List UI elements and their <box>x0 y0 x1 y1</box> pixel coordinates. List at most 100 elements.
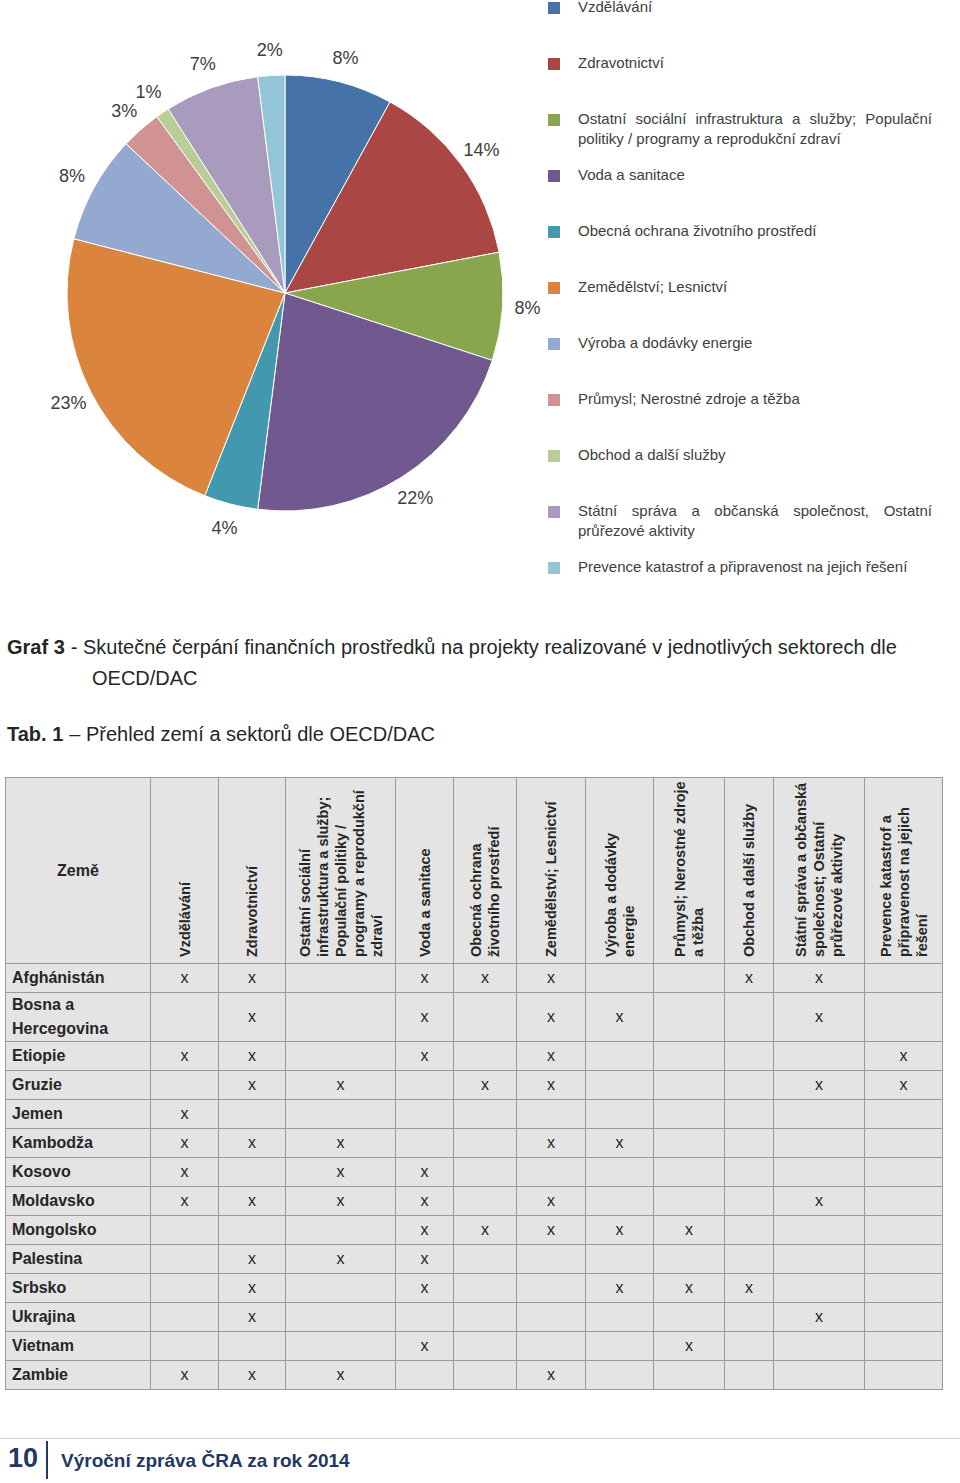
sector-cell <box>865 1187 943 1216</box>
sector-cell <box>454 1245 517 1274</box>
sector-cell <box>654 1042 725 1071</box>
header-text: Výroba a dodávky energie <box>602 778 638 960</box>
legend-label: Voda a sanitace <box>578 165 932 185</box>
sector-cell: x <box>517 1216 586 1245</box>
country-cell: Kosovo <box>6 1158 151 1187</box>
sector-cell <box>774 1332 865 1361</box>
sector-cell <box>725 1245 774 1274</box>
sector-cell: x <box>586 1274 654 1303</box>
legend-label: Průmysl; Nerostné zdroje a těžba <box>578 389 932 409</box>
pie-slice <box>258 75 285 293</box>
country-cell: Afghánistán <box>6 964 151 993</box>
sector-cell <box>725 1216 774 1245</box>
header-cell: Obecná ochrana životního prostředí <box>454 778 517 964</box>
header-row: ZeměVzděláváníZdravotnictvíOstatní sociá… <box>6 778 943 964</box>
sector-cell: x <box>286 1187 396 1216</box>
sector-cell <box>454 993 517 1042</box>
footer-rule <box>0 1438 960 1439</box>
sector-cell <box>286 1042 396 1071</box>
sector-cell: x <box>725 1274 774 1303</box>
sector-cell: x <box>774 1303 865 1332</box>
sector-cell: x <box>219 964 286 993</box>
sector-cell <box>151 1332 219 1361</box>
sector-cell <box>725 1100 774 1129</box>
sector-cell <box>151 993 219 1042</box>
sector-cell: x <box>654 1332 725 1361</box>
data-label: 2% <box>257 40 283 60</box>
sector-cell <box>396 1071 454 1100</box>
sector-cell <box>586 1042 654 1071</box>
sector-cell: x <box>517 1187 586 1216</box>
header-cell: Ostatní sociální infrastruktura a služby… <box>286 778 396 964</box>
sector-cell: x <box>865 1071 943 1100</box>
sector-cell <box>725 993 774 1042</box>
legend-label: Ostatní sociální infrastruktura a služby… <box>578 109 932 149</box>
sector-cell: x <box>219 1245 286 1274</box>
sector-cell <box>586 1303 654 1332</box>
sector-cell <box>774 1158 865 1187</box>
sector-cell: x <box>396 1187 454 1216</box>
sector-cell: x <box>151 1100 219 1129</box>
sector-cell: x <box>396 1158 454 1187</box>
sector-cell: x <box>654 1274 725 1303</box>
data-label: 22% <box>397 488 433 508</box>
sector-cell <box>774 1361 865 1390</box>
sector-cell <box>517 1332 586 1361</box>
header-cell: Země <box>6 778 151 964</box>
sector-cell <box>396 1361 454 1390</box>
header-text: Voda a sanitace <box>416 778 434 960</box>
sector-cell: x <box>517 1361 586 1390</box>
legend-label: Obchod a další služby <box>578 445 932 465</box>
sector-cell <box>654 1129 725 1158</box>
sector-cell <box>517 1158 586 1187</box>
sector-cell <box>219 1158 286 1187</box>
sector-cell <box>654 1071 725 1100</box>
sector-cell: x <box>396 993 454 1042</box>
sector-cell: x <box>586 1129 654 1158</box>
sector-cell <box>219 1100 286 1129</box>
legend-label: Prevence katastrof a připravenost na jej… <box>578 557 932 577</box>
header-text: Zemědělství; Lesnictví <box>542 778 560 960</box>
data-label: 3% <box>111 101 137 121</box>
table-row: Ukrajinaxx <box>6 1303 943 1332</box>
sector-cell: x <box>517 1129 586 1158</box>
legend-swatch <box>548 114 560 126</box>
sector-cell <box>725 1187 774 1216</box>
sector-cell <box>725 1361 774 1390</box>
pie-chart: 8%14%8%22%4%23%8%3%1%7%2% <box>0 0 545 600</box>
sector-cell <box>151 1071 219 1100</box>
country-cell: Vietnam <box>6 1332 151 1361</box>
sector-cell <box>151 1245 219 1274</box>
sector-cell <box>586 1071 654 1100</box>
sector-cell <box>774 1245 865 1274</box>
legend-label: Zdravotnictví <box>578 53 932 73</box>
legend: VzděláváníZdravotnictvíOstatní sociální … <box>0 0 960 600</box>
sector-cell: x <box>517 993 586 1042</box>
table-body: AfghánistánxxxxxxxBosna a Hercegovinaxxx… <box>6 964 943 1390</box>
sector-cell <box>286 1303 396 1332</box>
country-cell: Jemen <box>6 1100 151 1129</box>
table-caption: Tab. 1– Přehled zemí a sektorů dle OECD/… <box>7 719 957 750</box>
legend-swatch <box>548 226 560 238</box>
caption-label: Graf 3 <box>7 636 65 658</box>
sector-cell <box>219 1332 286 1361</box>
sector-cell: x <box>725 964 774 993</box>
sector-cell: x <box>865 1042 943 1071</box>
data-label: 7% <box>190 54 216 74</box>
data-label: 23% <box>50 393 86 413</box>
sector-cell <box>865 1303 943 1332</box>
table-row: Srbskoxxxxx <box>6 1274 943 1303</box>
country-cell: Zambie <box>6 1361 151 1390</box>
sector-cell <box>286 1216 396 1245</box>
sector-cell: x <box>219 1187 286 1216</box>
sector-cell <box>517 1274 586 1303</box>
sector-cell <box>517 1303 586 1332</box>
sector-cell <box>725 1042 774 1071</box>
table-row: Kambodžaxxxxx <box>6 1129 943 1158</box>
sector-cell <box>725 1158 774 1187</box>
sector-cell: x <box>396 1332 454 1361</box>
country-cell: Etiopie <box>6 1042 151 1071</box>
caption-label: Tab. 1 <box>7 723 63 745</box>
table-row: Palestinaxxx <box>6 1245 943 1274</box>
sector-cell: x <box>396 1245 454 1274</box>
